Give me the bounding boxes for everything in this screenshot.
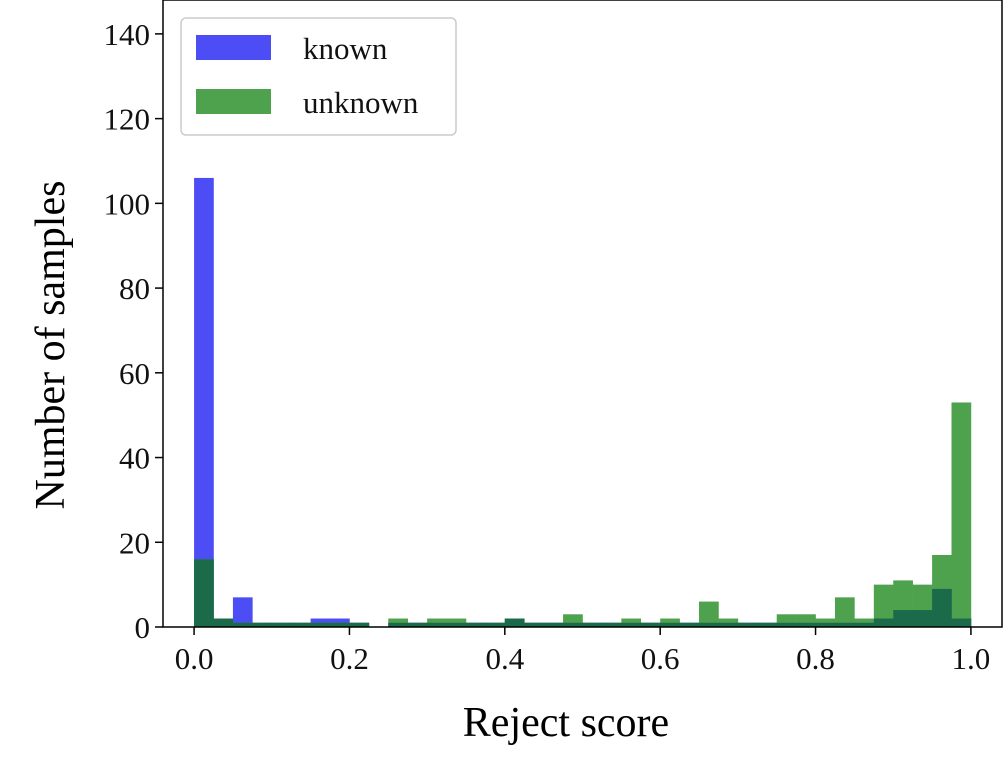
bar-overlap (601, 622, 622, 627)
y-tick-label: 80 (119, 271, 150, 306)
x-tick-label: 1.0 (952, 641, 991, 676)
x-tick-label: 0.0 (175, 641, 214, 676)
legend-swatch-known (196, 35, 271, 60)
plot-frame (162, 0, 1003, 628)
bar-overlap (912, 610, 933, 627)
legend: known unknown (180, 17, 457, 136)
bar-overlap (485, 622, 506, 627)
bar-overlap (834, 622, 855, 627)
bar-overlap (330, 622, 350, 627)
bar-overlap (776, 622, 797, 627)
bar-overlap (252, 622, 273, 627)
bar-overlap (232, 622, 253, 627)
bar-unknown (951, 402, 972, 627)
y-tick-label: 120 (104, 102, 151, 137)
y-tick-label: 20 (119, 525, 150, 560)
bar-overlap (854, 622, 875, 627)
x-axis-label: Reject score (463, 700, 669, 746)
bar-overlap (524, 622, 544, 627)
bar-overlap (621, 622, 642, 627)
bar-overlap (660, 622, 680, 627)
series-unknown-bars (194, 402, 972, 627)
bar-overlap (796, 622, 816, 627)
bar-overlap (582, 622, 603, 627)
bar-known (194, 177, 214, 627)
bar-overlap (699, 622, 719, 627)
bar-overlap (291, 622, 311, 627)
bar-overlap (349, 622, 370, 627)
y-tick-label: 140 (104, 17, 151, 52)
legend-swatch-unknown (196, 89, 271, 114)
x-tick-label: 0.4 (485, 641, 524, 676)
y-tick-label: 100 (104, 186, 151, 221)
bar-overlap (757, 622, 778, 627)
bar-overlap (679, 622, 700, 627)
bar-overlap (873, 618, 894, 627)
bar-unknown (699, 601, 719, 627)
bar-overlap (427, 622, 447, 627)
legend-label-known: known (303, 31, 388, 66)
bar-overlap (893, 610, 913, 627)
bar-overlap (737, 622, 758, 627)
bar-overlap (932, 588, 952, 627)
bar-overlap (465, 622, 486, 627)
bar-unknown (834, 597, 855, 627)
bar-overlap (194, 559, 214, 627)
bar-overlap (718, 622, 739, 627)
bar-overlap (271, 622, 292, 627)
bar-overlap (504, 618, 525, 627)
x-tick-label: 0.2 (330, 641, 369, 676)
bar-overlap (388, 622, 409, 627)
y-tick-label: 0 (135, 610, 151, 645)
overlap-bars (194, 559, 972, 627)
bar-overlap (563, 622, 583, 627)
legend-label-unknown: unknown (303, 85, 419, 120)
bar-overlap (640, 622, 661, 627)
bar-overlap (543, 622, 564, 627)
series-known-bars (194, 177, 972, 627)
bar-overlap (310, 622, 331, 627)
y-tick-label: 40 (119, 441, 150, 476)
y-axis: 0 20 40 60 80 100 120 140 (104, 17, 163, 645)
bar-overlap (951, 618, 972, 627)
x-tick-label: 0.8 (796, 641, 835, 676)
x-tick-label: 0.6 (641, 641, 680, 676)
bar-overlap (407, 622, 428, 627)
y-tick-label: 60 (119, 356, 150, 391)
bar-overlap (815, 622, 836, 627)
bar-known (232, 597, 253, 627)
bar-overlap (446, 622, 467, 627)
y-axis-label: Number of samples (28, 181, 74, 510)
x-axis: 0.0 0.2 0.4 0.6 0.8 1.0 (175, 627, 991, 676)
bar-overlap (213, 618, 234, 627)
bar-unknown (873, 584, 894, 627)
